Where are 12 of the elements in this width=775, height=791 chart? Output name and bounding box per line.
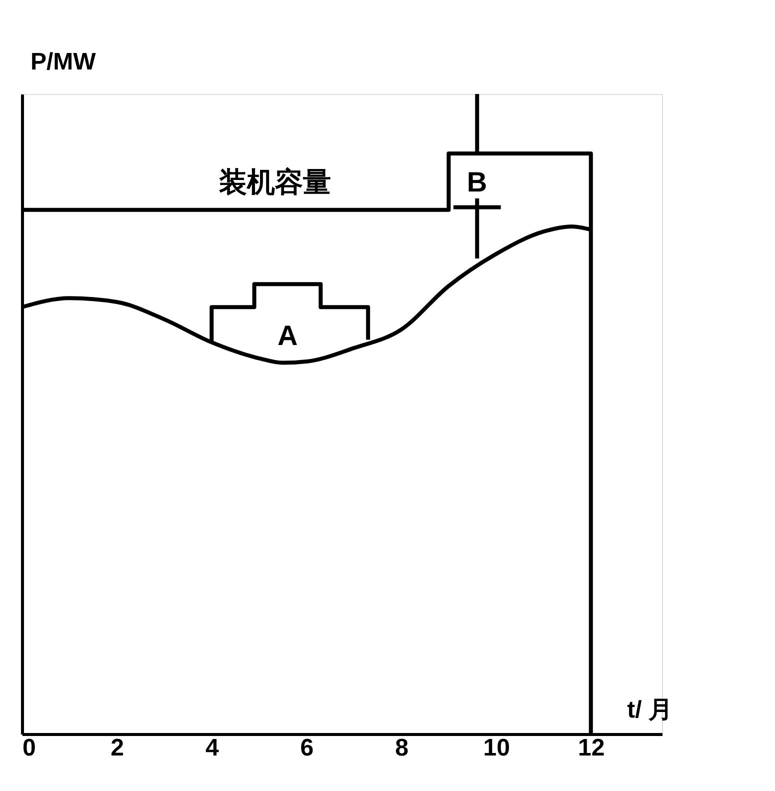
x-tick-label: 6 — [300, 734, 314, 762]
x-tick-label: 8 — [395, 734, 408, 762]
x-tick-label: 2 — [110, 734, 124, 762]
x-tick-label: 4 — [205, 734, 220, 762]
y-axis-title: P/MW — [30, 48, 96, 76]
annotation: 装机容量 — [218, 166, 331, 198]
annotation: B — [466, 166, 488, 198]
x-tick-label: 10 — [483, 734, 510, 762]
x-tick-label: 12 — [578, 734, 605, 762]
x-axis-title: t/ 月 — [627, 696, 672, 724]
annotation: A — [277, 320, 298, 352]
x-tick-label: 0 — [22, 734, 36, 762]
